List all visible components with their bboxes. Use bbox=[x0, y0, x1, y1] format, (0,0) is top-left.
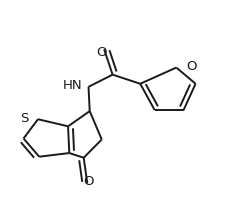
Text: O: O bbox=[187, 60, 197, 73]
Text: S: S bbox=[21, 112, 29, 125]
Text: O: O bbox=[97, 46, 107, 59]
Text: O: O bbox=[83, 175, 94, 188]
Text: HN: HN bbox=[63, 79, 83, 92]
